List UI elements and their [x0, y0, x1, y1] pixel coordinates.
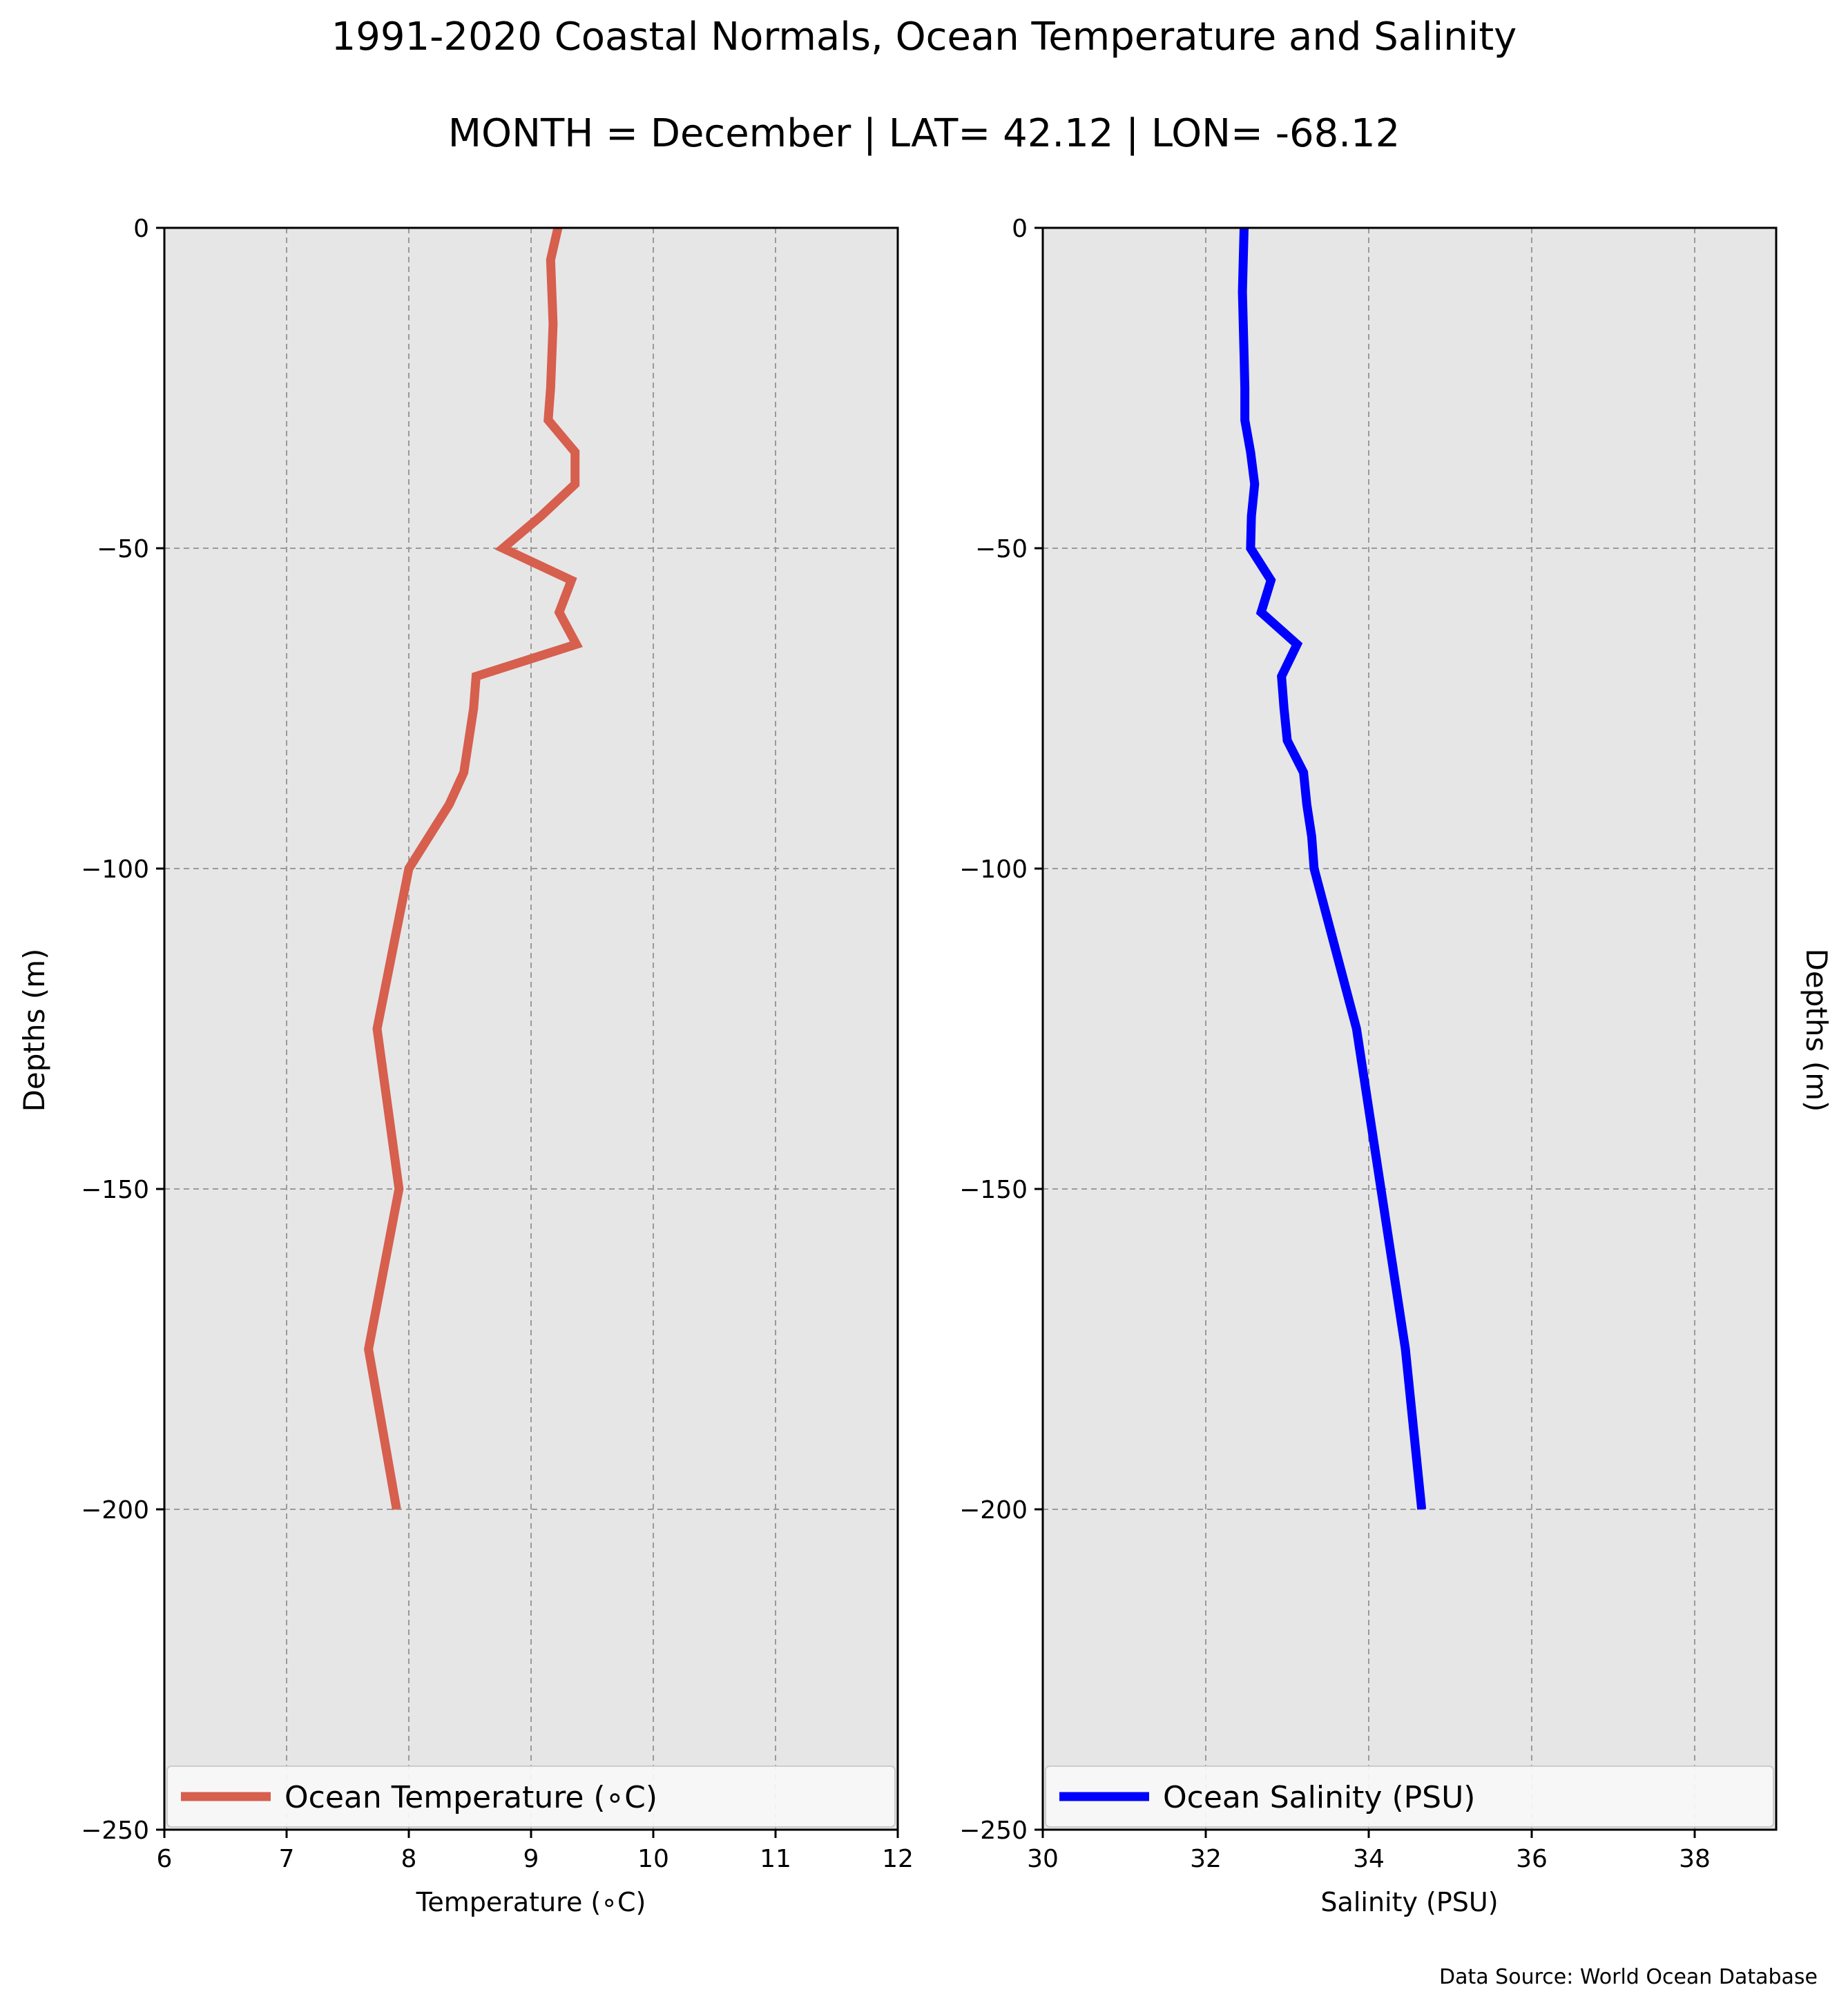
salinity-panel: 30 32 34 36 38 0 −50 −100 −150 −200 −250 Salinity (…	[959, 215, 1778, 1917]
chart-subtitle: MONTH = December | LAT= 42.12 | LON= -68…	[448, 111, 1401, 156]
temperature-y-tick-label: −250	[81, 1817, 149, 1845]
salinity-legend-label: Ocean Salinity (PSU)	[1163, 1780, 1475, 1815]
salinity-x-tick-label: 32	[1190, 1845, 1222, 1873]
salinity-y-tick-label: 0	[1012, 215, 1028, 243]
temperature-legend: Ocean Temperature (∘C)	[166, 1765, 896, 1828]
salinity-axes-frame	[1041, 226, 1778, 1831]
right-y-axis-label: Depths (m)	[1800, 949, 1833, 1112]
temperature-x-tick-label: 6	[157, 1845, 173, 1873]
temperature-x-axis-label: Temperature (∘C)	[416, 1887, 646, 1917]
salinity-x-tick-label: 30	[1027, 1845, 1059, 1873]
temperature-x-tick-label: 10	[637, 1845, 669, 1873]
data-source-note: Data Source: World Ocean Database	[1439, 1965, 1818, 1989]
salinity-legend: Ocean Salinity (PSU)	[1045, 1765, 1774, 1828]
salinity-x-axis-label: Salinity (PSU)	[1320, 1887, 1498, 1917]
salinity-x-tick-label: 34	[1353, 1845, 1385, 1873]
salinity-y-tick-label: −250	[959, 1817, 1028, 1845]
temperature-panel: 6 7 8 9 10 11 12 0 −50 −100 −150 −200 −250 Temperatur…	[81, 215, 914, 1917]
temperature-x-tick-label: 11	[760, 1845, 791, 1873]
temperature-x-tick-label: 7	[279, 1845, 295, 1873]
temperature-series-line	[363, 226, 583, 1511]
salinity-x-tick-label: 36	[1516, 1845, 1548, 1873]
salinity-y-tick-label: −100	[959, 855, 1028, 884]
temperature-y-tick-label: 0	[133, 215, 149, 243]
temperature-y-tick-label: −100	[81, 855, 149, 884]
left-y-axis-label: Depths (m)	[17, 949, 51, 1112]
temperature-x-tick-label: 9	[523, 1845, 539, 1873]
temperature-x-tick-label: 12	[882, 1845, 914, 1873]
temperature-y-tick-label: −50	[97, 535, 149, 563]
chart-title: 1991-2020 Coastal Normals, Ocean Tempera…	[331, 14, 1517, 59]
salinity-y-tick-label: −200	[959, 1496, 1028, 1525]
salinity-series-line	[1238, 227, 1427, 1510]
temperature-plot-area	[164, 228, 898, 1830]
salinity-x-tick-label: 38	[1679, 1845, 1711, 1873]
temperature-y-tick-label: −150	[81, 1176, 149, 1204]
salinity-y-tick-label: −150	[959, 1176, 1028, 1204]
temperature-legend-label: Ocean Temperature (∘C)	[285, 1780, 657, 1815]
temperature-y-tick-label: −200	[81, 1496, 149, 1525]
temperature-x-tick-label: 8	[401, 1845, 417, 1873]
salinity-y-tick-label: −50	[975, 535, 1028, 563]
temperature-legend-box	[166, 1765, 896, 1828]
salinity-plot-area	[1043, 228, 1776, 1830]
salinity-legend-box	[1045, 1765, 1774, 1828]
